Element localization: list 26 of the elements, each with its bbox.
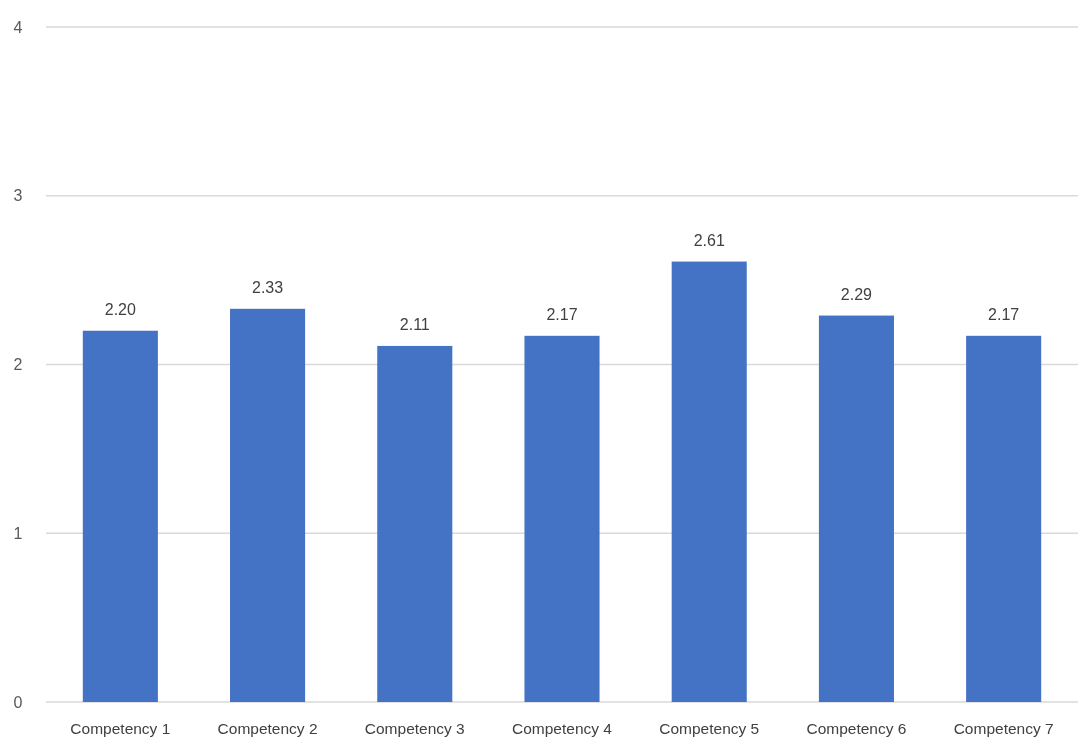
- data-label: 2.20: [104, 300, 137, 318]
- x-tick-label: Competency 5: [659, 720, 760, 737]
- x-tick-label: Competency 3: [364, 720, 465, 737]
- x-tick-label: Competency 4: [512, 720, 613, 737]
- bar: [82, 330, 158, 702]
- bar: [524, 335, 600, 702]
- y-tick-label: 4: [13, 18, 23, 36]
- data-label: 2.33: [251, 278, 284, 296]
- data-label: 2.29: [840, 285, 873, 303]
- data-label: 2.11: [399, 315, 430, 333]
- bar: [377, 345, 453, 702]
- x-tick-label: Competency 2: [217, 720, 318, 737]
- x-tick-label: Competency 1: [70, 720, 171, 737]
- bar: [966, 335, 1042, 702]
- data-label: 2.17: [546, 305, 578, 323]
- data-label: 2.17: [988, 305, 1020, 323]
- bar: [230, 308, 306, 702]
- y-tick-label: 0: [13, 693, 23, 711]
- bar: [818, 315, 894, 702]
- x-tick-label: Competency 7: [953, 720, 1054, 737]
- y-tick-label: 2: [13, 356, 23, 374]
- data-label: 2.61: [693, 231, 725, 249]
- bar: [671, 261, 747, 702]
- x-tick-label: Competency 6: [806, 720, 907, 737]
- y-tick-label: 3: [13, 187, 23, 205]
- y-tick-label: 1: [13, 524, 23, 542]
